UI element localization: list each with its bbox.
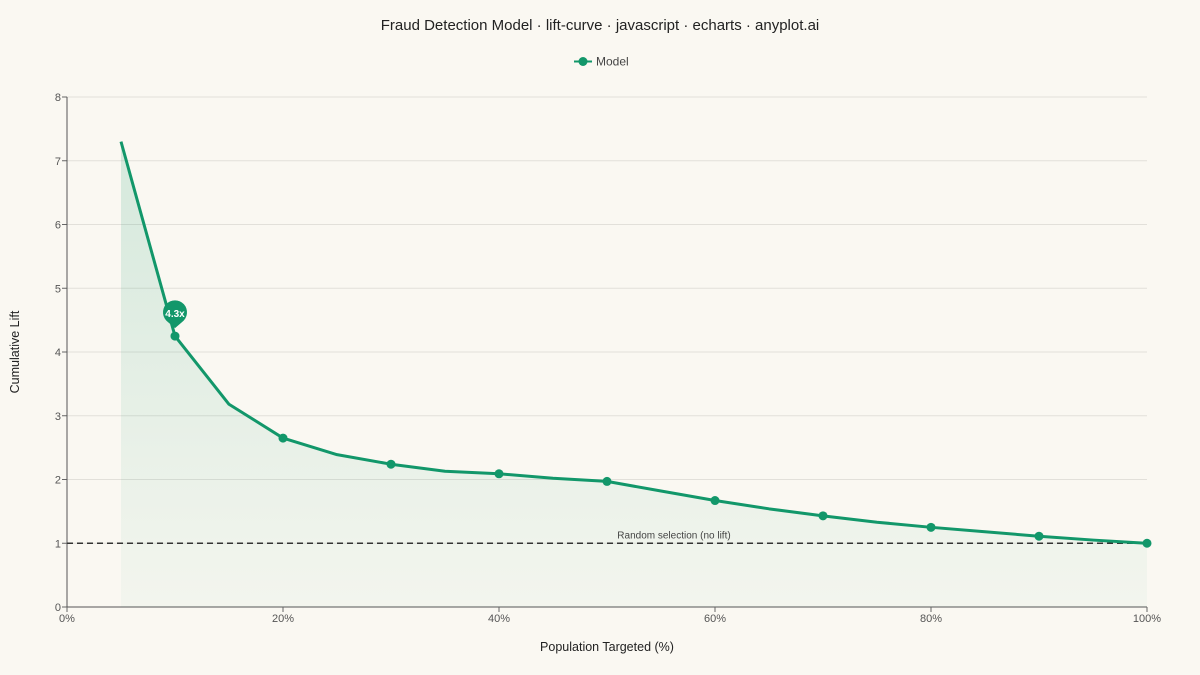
data-point [1034, 531, 1044, 541]
y-tick-label: 6 [55, 220, 61, 232]
x-tick-label: 60% [704, 613, 726, 625]
y-tick-label: 1 [55, 538, 61, 550]
x-tick-label: 40% [488, 613, 510, 625]
annotation-label: 4.3x [165, 309, 185, 320]
legend-label: Model [596, 55, 629, 69]
data-point [1142, 538, 1152, 548]
y-tick-label: 0 [55, 602, 61, 614]
series-line-model [119, 141, 1148, 545]
y-tick-label: 8 [55, 92, 61, 104]
data-point [278, 433, 288, 443]
legend[interactable]: Model [574, 55, 629, 69]
y-tick-label: 5 [55, 283, 61, 295]
chart-title: Fraud Detection Model · lift-curve · jav… [381, 17, 820, 34]
y-axis-title: Cumulative Lift [8, 310, 22, 393]
legend-marker [578, 57, 588, 66]
y-tick-label: 7 [55, 156, 61, 168]
y-tick-label: 4 [55, 347, 61, 359]
x-tick-label: 20% [272, 613, 294, 625]
y-tick-label: 3 [55, 411, 61, 423]
data-point [602, 476, 612, 486]
x-tick-label: 0% [59, 613, 75, 625]
x-axis: 0% 20% 40% 60% 80% 100% [59, 606, 1161, 625]
plot-area: Random selection (no lift) 4.3x [67, 141, 1152, 607]
x-tick-label: 80% [920, 613, 942, 625]
data-point [818, 511, 828, 521]
data-point [710, 496, 720, 506]
x-tick-label: 100% [1133, 613, 1161, 625]
y-tick-label: 2 [55, 475, 61, 487]
area-fill [121, 141, 1147, 607]
data-point [386, 459, 396, 469]
data-point [926, 522, 936, 532]
x-axis-title: Population Targeted (%) [540, 640, 674, 654]
data-point [494, 469, 504, 479]
data-point [170, 331, 180, 341]
baseline-label: Random selection (no lift) [617, 530, 730, 541]
y-axis: 0 1 2 3 4 5 6 7 8 [55, 92, 68, 614]
annotation-pin [163, 300, 187, 329]
